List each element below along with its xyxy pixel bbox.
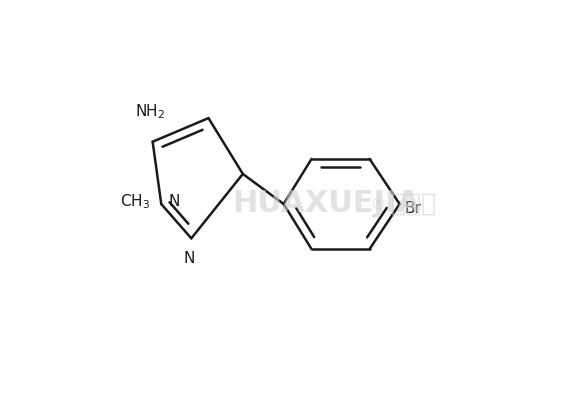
Text: N: N: [184, 251, 195, 266]
Text: 化学加: 化学加: [383, 192, 436, 216]
Text: Br: Br: [405, 201, 422, 216]
Text: NH$_2$: NH$_2$: [136, 102, 166, 121]
Text: N: N: [169, 194, 180, 209]
Text: HUAXUEJIA: HUAXUEJIA: [233, 189, 421, 219]
Text: ®: ®: [371, 197, 387, 211]
Text: CH$_3$: CH$_3$: [120, 193, 150, 211]
